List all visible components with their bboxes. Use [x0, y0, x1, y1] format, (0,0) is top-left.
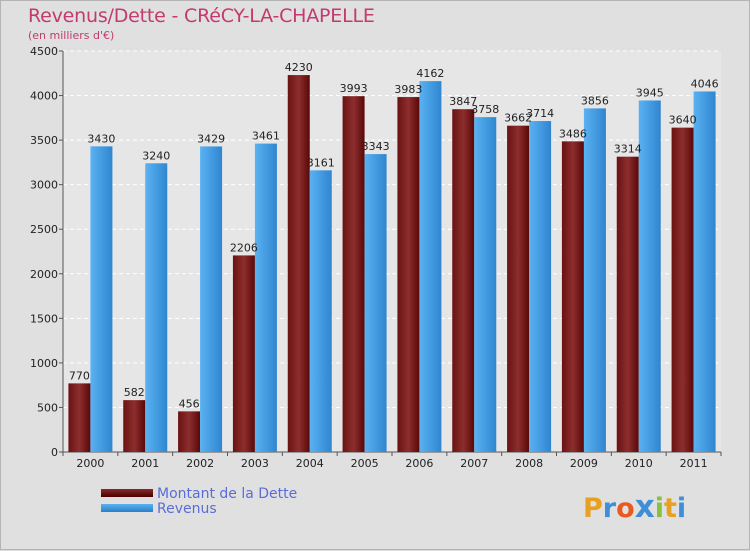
logo-letter: P	[583, 493, 603, 524]
bar-debt-2004	[287, 75, 310, 452]
bar-revenue-2008	[529, 121, 552, 453]
data-label-revenue-2001: 3240	[142, 149, 170, 162]
data-label-revenue-2009: 3856	[581, 94, 609, 107]
bar-revenue-2000	[90, 146, 113, 453]
legend-swatch-revenue	[101, 504, 153, 512]
data-label-revenue-2007: 3758	[471, 103, 499, 116]
bar-debt-2005	[342, 96, 365, 453]
bar-revenue-2003	[254, 143, 277, 453]
bar-debt-2008	[507, 125, 530, 452]
bar-debt-2009	[561, 141, 584, 452]
y-tick-label: 0	[51, 446, 58, 459]
data-label-revenue-2004: 3161	[307, 156, 335, 169]
data-label-debt-2006: 3983	[394, 83, 422, 96]
bar-revenue-2006	[419, 81, 442, 452]
data-label-debt-2002: 456	[179, 397, 200, 410]
bar-revenue-2002	[200, 146, 223, 453]
data-label-debt-2011: 3640	[669, 114, 697, 127]
legend-label-debt: Montant de la Dette	[157, 486, 298, 502]
bar-debt-2002	[178, 411, 201, 452]
x-tick-label-2002: 2002	[186, 457, 214, 470]
bar-debt-2001	[123, 400, 146, 452]
bar-revenue-2004	[309, 170, 332, 453]
x-tick-label-2006: 2006	[405, 457, 433, 470]
data-label-revenue-2002: 3429	[197, 132, 225, 145]
bar-revenue-2011	[693, 91, 716, 452]
y-tick-label: 2500	[30, 223, 58, 236]
data-label-debt-2010: 3314	[614, 143, 642, 156]
bar-debt-2007	[452, 109, 475, 453]
x-tick-label-2004: 2004	[296, 457, 324, 470]
proxiti-logo: Proxiti	[583, 489, 686, 525]
x-tick-label-2000: 2000	[76, 457, 104, 470]
data-label-revenue-2003: 3461	[252, 130, 280, 143]
y-tick-label: 3000	[30, 179, 58, 192]
logo-letter: r	[602, 493, 617, 524]
x-tick-label-2001: 2001	[131, 457, 159, 470]
data-label-revenue-2008: 3714	[526, 107, 554, 120]
bar-debt-2006	[397, 97, 420, 453]
data-label-debt-2001: 582	[124, 386, 145, 399]
logo-letter: i	[676, 493, 687, 524]
x-tick-label-2011: 2011	[680, 457, 708, 470]
logo-letter: o	[616, 493, 635, 524]
bar-debt-2003	[232, 255, 255, 452]
x-tick-label-2008: 2008	[515, 457, 543, 470]
y-tick-label: 4000	[30, 90, 58, 103]
y-tick-label: 3500	[30, 134, 58, 147]
y-tick-label: 1000	[30, 357, 58, 370]
y-tick-label: 500	[37, 401, 58, 414]
bar-revenue-2010	[638, 100, 661, 452]
y-tick-label: 2000	[30, 268, 58, 281]
logo-letter: x	[634, 489, 655, 525]
data-label-debt-2009: 3486	[559, 127, 587, 140]
chart-subtitle: (en milliers d'€)	[28, 29, 115, 42]
bar-debt-2011	[671, 127, 694, 452]
x-tick-label-2010: 2010	[625, 457, 653, 470]
legend-label-revenue: Revenus	[157, 501, 217, 517]
y-tick-label: 1500	[30, 312, 58, 325]
data-label-debt-2005: 3993	[340, 82, 368, 95]
data-label-revenue-2000: 3430	[87, 132, 115, 145]
bar-debt-2010	[616, 156, 639, 452]
x-tick-label-2005: 2005	[351, 457, 379, 470]
data-label-revenue-2010: 3945	[636, 86, 664, 99]
bar-debt-2000	[68, 383, 91, 452]
data-label-debt-2003: 2206	[230, 241, 258, 254]
bar-revenue-2009	[583, 108, 606, 452]
chart-title: Revenus/Dette - CRéCY-LA-CHAPELLE	[28, 5, 375, 27]
legend-swatch-debt	[101, 489, 153, 497]
data-label-revenue-2011: 4046	[691, 77, 719, 90]
logo-letter: i	[654, 493, 664, 524]
x-tick-label-2007: 2007	[460, 457, 488, 470]
plot-area	[63, 51, 721, 452]
data-label-debt-2004: 4230	[285, 61, 313, 74]
data-label-debt-2008: 3662	[504, 112, 532, 125]
x-tick-label-2003: 2003	[241, 457, 269, 470]
data-label-debt-2000: 770	[69, 369, 90, 382]
bar-revenue-2005	[364, 154, 387, 452]
y-tick-label: 4500	[30, 45, 58, 58]
bar-revenue-2001	[145, 163, 168, 452]
data-label-revenue-2005: 3343	[362, 140, 390, 153]
logo-letter: t	[663, 493, 677, 524]
bar-revenue-2007	[474, 117, 497, 452]
data-label-debt-2007: 3847	[449, 95, 477, 108]
data-label-revenue-2006: 4162	[416, 67, 444, 80]
x-tick-label-2009: 2009	[570, 457, 598, 470]
